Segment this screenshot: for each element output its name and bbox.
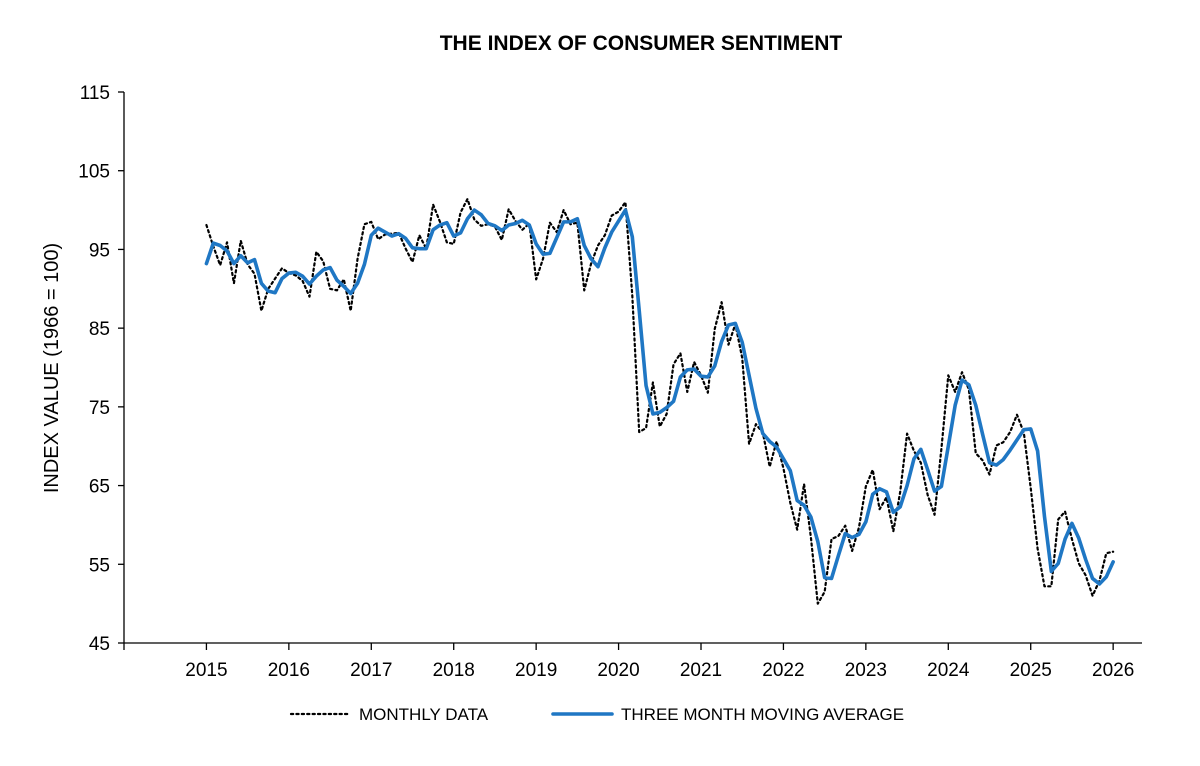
x-tick-label: 2023	[845, 660, 887, 681]
x-tick-label: 2022	[762, 660, 804, 681]
y-tick-label: 45	[89, 634, 110, 655]
y-tick-label: 95	[89, 240, 110, 261]
x-tick-label: 2025	[1010, 660, 1052, 681]
y-axis-label: INDEX VALUE (1966 = 100)	[41, 243, 63, 493]
x-tick-label: 2019	[515, 660, 557, 681]
x-tick-label: 2015	[185, 660, 227, 681]
y-tick-label: 75	[89, 398, 110, 419]
y-tick-label: 105	[78, 162, 110, 183]
y-axis: 45 55 65 75 85 95 105 115	[78, 83, 125, 655]
y-tick-label: 55	[89, 555, 110, 576]
legend-label-monthly: MONTHLY DATA	[359, 705, 489, 724]
x-tick-label: 2020	[597, 660, 639, 681]
monthly-data-line	[205, 197, 1115, 605]
x-tick-label: 2021	[680, 660, 722, 681]
x-tick-label: 2026	[1092, 660, 1134, 681]
x-tick-label: 2018	[433, 660, 475, 681]
legend-label-moving-average: THREE MONTH MOVING AVERAGE	[621, 705, 904, 724]
y-tick-label: 85	[89, 319, 110, 340]
moving-average-line	[204, 208, 1115, 586]
x-tick-label: 2017	[350, 660, 392, 681]
x-tick-label: 2016	[268, 660, 310, 681]
y-tick-label: 65	[89, 477, 110, 498]
chart-title: THE INDEX OF CONSUMER SENTIMENT	[440, 32, 843, 55]
x-tick-label: 2024	[927, 660, 970, 681]
plot-area	[204, 197, 1115, 605]
x-axis: 2015 2016 2017 2018 2019 2020 2021 2022 2023 2024…	[123, 642, 1142, 681]
legend: MONTHLY DATA THREE MONTH MOVING AVERAGE	[289, 705, 904, 724]
y-tick-label: 115	[80, 83, 110, 104]
